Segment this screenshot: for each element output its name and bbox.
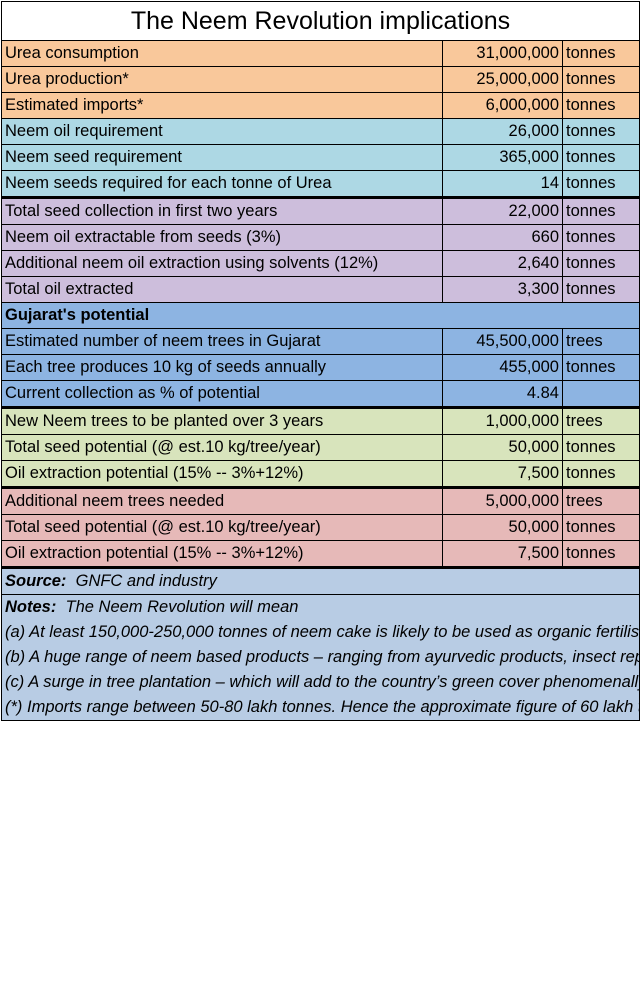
row-value: 26,000 bbox=[442, 118, 563, 145]
note-a: (a) At least 150,000-250,000 tonnes of n… bbox=[5, 623, 640, 641]
table-row: Additional neem trees needed 5,000,000 t… bbox=[1, 486, 640, 515]
row-label: Oil extraction potential (15% -- 3%+12%) bbox=[1, 460, 443, 488]
notes-heading: Notes: bbox=[5, 598, 57, 616]
row-value: 660 bbox=[442, 224, 563, 251]
row-label: Total oil extracted bbox=[1, 276, 443, 303]
row-unit: tonnes bbox=[562, 224, 640, 251]
row-value: 14 bbox=[442, 170, 563, 198]
row-unit: tonnes bbox=[562, 460, 640, 488]
row-unit: tonnes bbox=[562, 66, 640, 93]
row-unit bbox=[562, 380, 640, 408]
row-value: 2,640 bbox=[442, 250, 563, 277]
source-label: Source: bbox=[5, 572, 67, 590]
row-label: Neem seeds required for each tonne of Ur… bbox=[1, 170, 443, 198]
row-unit: tonnes bbox=[562, 92, 640, 119]
table-title: The Neem Revolution implications bbox=[1, 1, 640, 41]
section-heading: Gujarat's potential bbox=[1, 302, 640, 329]
row-unit: tonnes bbox=[562, 144, 640, 171]
row-label: Neem oil extractable from seeds (3%) bbox=[1, 224, 443, 251]
row-unit: tonnes bbox=[562, 250, 640, 277]
row-label: Total seed potential (@ est.10 kg/tree/y… bbox=[1, 514, 443, 541]
row-label: New Neem trees to be planted over 3 year… bbox=[1, 406, 443, 435]
table-row: Additional neem oil extraction using sol… bbox=[1, 250, 640, 277]
table-row: Oil extraction potential (15% -- 3%+12%)… bbox=[1, 460, 640, 488]
neem-table-sheet: The Neem Revolution implications Urea co… bbox=[1, 1, 640, 721]
row-value: 50,000 bbox=[442, 514, 563, 541]
table-row: Total seed potential (@ est.10 kg/tree/y… bbox=[1, 434, 640, 461]
source-row: Source: GNFC and industry bbox=[1, 566, 640, 595]
row-value: 7,500 bbox=[442, 460, 563, 488]
row-value: 1,000,000 bbox=[442, 406, 563, 435]
table-row: Urea production* 25,000,000 tonnes bbox=[1, 66, 640, 93]
row-label: Oil extraction potential (15% -- 3%+12%) bbox=[1, 540, 443, 568]
row-value: 31,000,000 bbox=[442, 40, 563, 67]
table-row: Total oil extracted 3,300 tonnes bbox=[1, 276, 640, 303]
table-row: Oil extraction potential (15% -- 3%+12%)… bbox=[1, 540, 640, 568]
row-unit: tonnes bbox=[562, 276, 640, 303]
row-unit: tonnes bbox=[562, 118, 640, 145]
row-unit: tonnes bbox=[562, 540, 640, 568]
row-label: Estimated imports* bbox=[1, 92, 443, 119]
notes-intro-line: Notes: The Neem Revolution will mean bbox=[5, 596, 636, 621]
row-value: 45,500,000 bbox=[442, 328, 563, 355]
table-row: Neem seeds required for each tonne of Ur… bbox=[1, 170, 640, 198]
table-row: Each tree produces 10 kg of seeds annual… bbox=[1, 354, 640, 381]
row-label: Neem oil requirement bbox=[1, 118, 443, 145]
table-row: Estimated imports* 6,000,000 tonnes bbox=[1, 92, 640, 119]
row-unit: trees bbox=[562, 406, 640, 435]
table-row: Urea consumption 31,000,000 tonnes bbox=[1, 40, 640, 67]
notes-row: Notes: The Neem Revolution will mean (a)… bbox=[1, 594, 640, 721]
row-value: 5,000,000 bbox=[442, 486, 563, 515]
section-header-row: Gujarat's potential bbox=[1, 302, 640, 329]
table-row: Current collection as % of potential 4.8… bbox=[1, 380, 640, 408]
row-label: Each tree produces 10 kg of seeds annual… bbox=[1, 354, 443, 381]
row-value: 6,000,000 bbox=[442, 92, 563, 119]
row-label: Total seed collection in first two years bbox=[1, 196, 443, 225]
notes-intro: The Neem Revolution will mean bbox=[56, 598, 299, 616]
row-unit: trees bbox=[562, 486, 640, 515]
row-value: 4.84 bbox=[442, 380, 563, 408]
row-label: Additional neem oil extraction using sol… bbox=[1, 250, 443, 277]
row-unit: trees bbox=[562, 328, 640, 355]
note-c: (c) A surge in tree plantation – which w… bbox=[5, 673, 640, 691]
row-label: Total seed potential (@ est.10 kg/tree/y… bbox=[1, 434, 443, 461]
row-value: 22,000 bbox=[442, 196, 563, 225]
row-value: 3,300 bbox=[442, 276, 563, 303]
row-value: 50,000 bbox=[442, 434, 563, 461]
row-unit: tonnes bbox=[562, 40, 640, 67]
table-row: New Neem trees to be planted over 3 year… bbox=[1, 406, 640, 435]
row-unit: tonnes bbox=[562, 434, 640, 461]
row-value: 455,000 bbox=[442, 354, 563, 381]
notes-cell: Notes: The Neem Revolution will mean (a)… bbox=[1, 594, 640, 721]
row-value: 25,000,000 bbox=[442, 66, 563, 93]
row-unit: tonnes bbox=[562, 354, 640, 381]
neem-table: The Neem Revolution implications Urea co… bbox=[1, 1, 640, 721]
row-unit: tonnes bbox=[562, 514, 640, 541]
table-row: Total seed potential (@ est.10 kg/tree/y… bbox=[1, 514, 640, 541]
row-label: Urea production* bbox=[1, 66, 443, 93]
table-row: Neem seed requirement 365,000 tonnes bbox=[1, 144, 640, 171]
row-value: 365,000 bbox=[442, 144, 563, 171]
table-row: Estimated number of neem trees in Gujara… bbox=[1, 328, 640, 355]
row-unit: tonnes bbox=[562, 196, 640, 225]
note-b: (b) A huge range of neem based products … bbox=[5, 648, 639, 666]
title-row: The Neem Revolution implications bbox=[1, 1, 640, 41]
row-label: Urea consumption bbox=[1, 40, 443, 67]
row-label: Estimated number of neem trees in Gujara… bbox=[1, 328, 443, 355]
note-star: (*) Imports range between 50-80 lakh ton… bbox=[5, 698, 639, 716]
row-unit: tonnes bbox=[562, 170, 640, 198]
row-label: Neem seed requirement bbox=[1, 144, 443, 171]
row-label: Current collection as % of potential bbox=[1, 380, 443, 408]
table-row: Total seed collection in first two years… bbox=[1, 196, 640, 225]
source-cell: Source: GNFC and industry bbox=[1, 566, 640, 595]
row-label: Additional neem trees needed bbox=[1, 486, 443, 515]
table-row: Neem oil requirement 26,000 tonnes bbox=[1, 118, 640, 145]
table-row: Neem oil extractable from seeds (3%) 660… bbox=[1, 224, 640, 251]
row-value: 7,500 bbox=[442, 540, 563, 568]
source-text: GNFC and industry bbox=[66, 572, 217, 590]
